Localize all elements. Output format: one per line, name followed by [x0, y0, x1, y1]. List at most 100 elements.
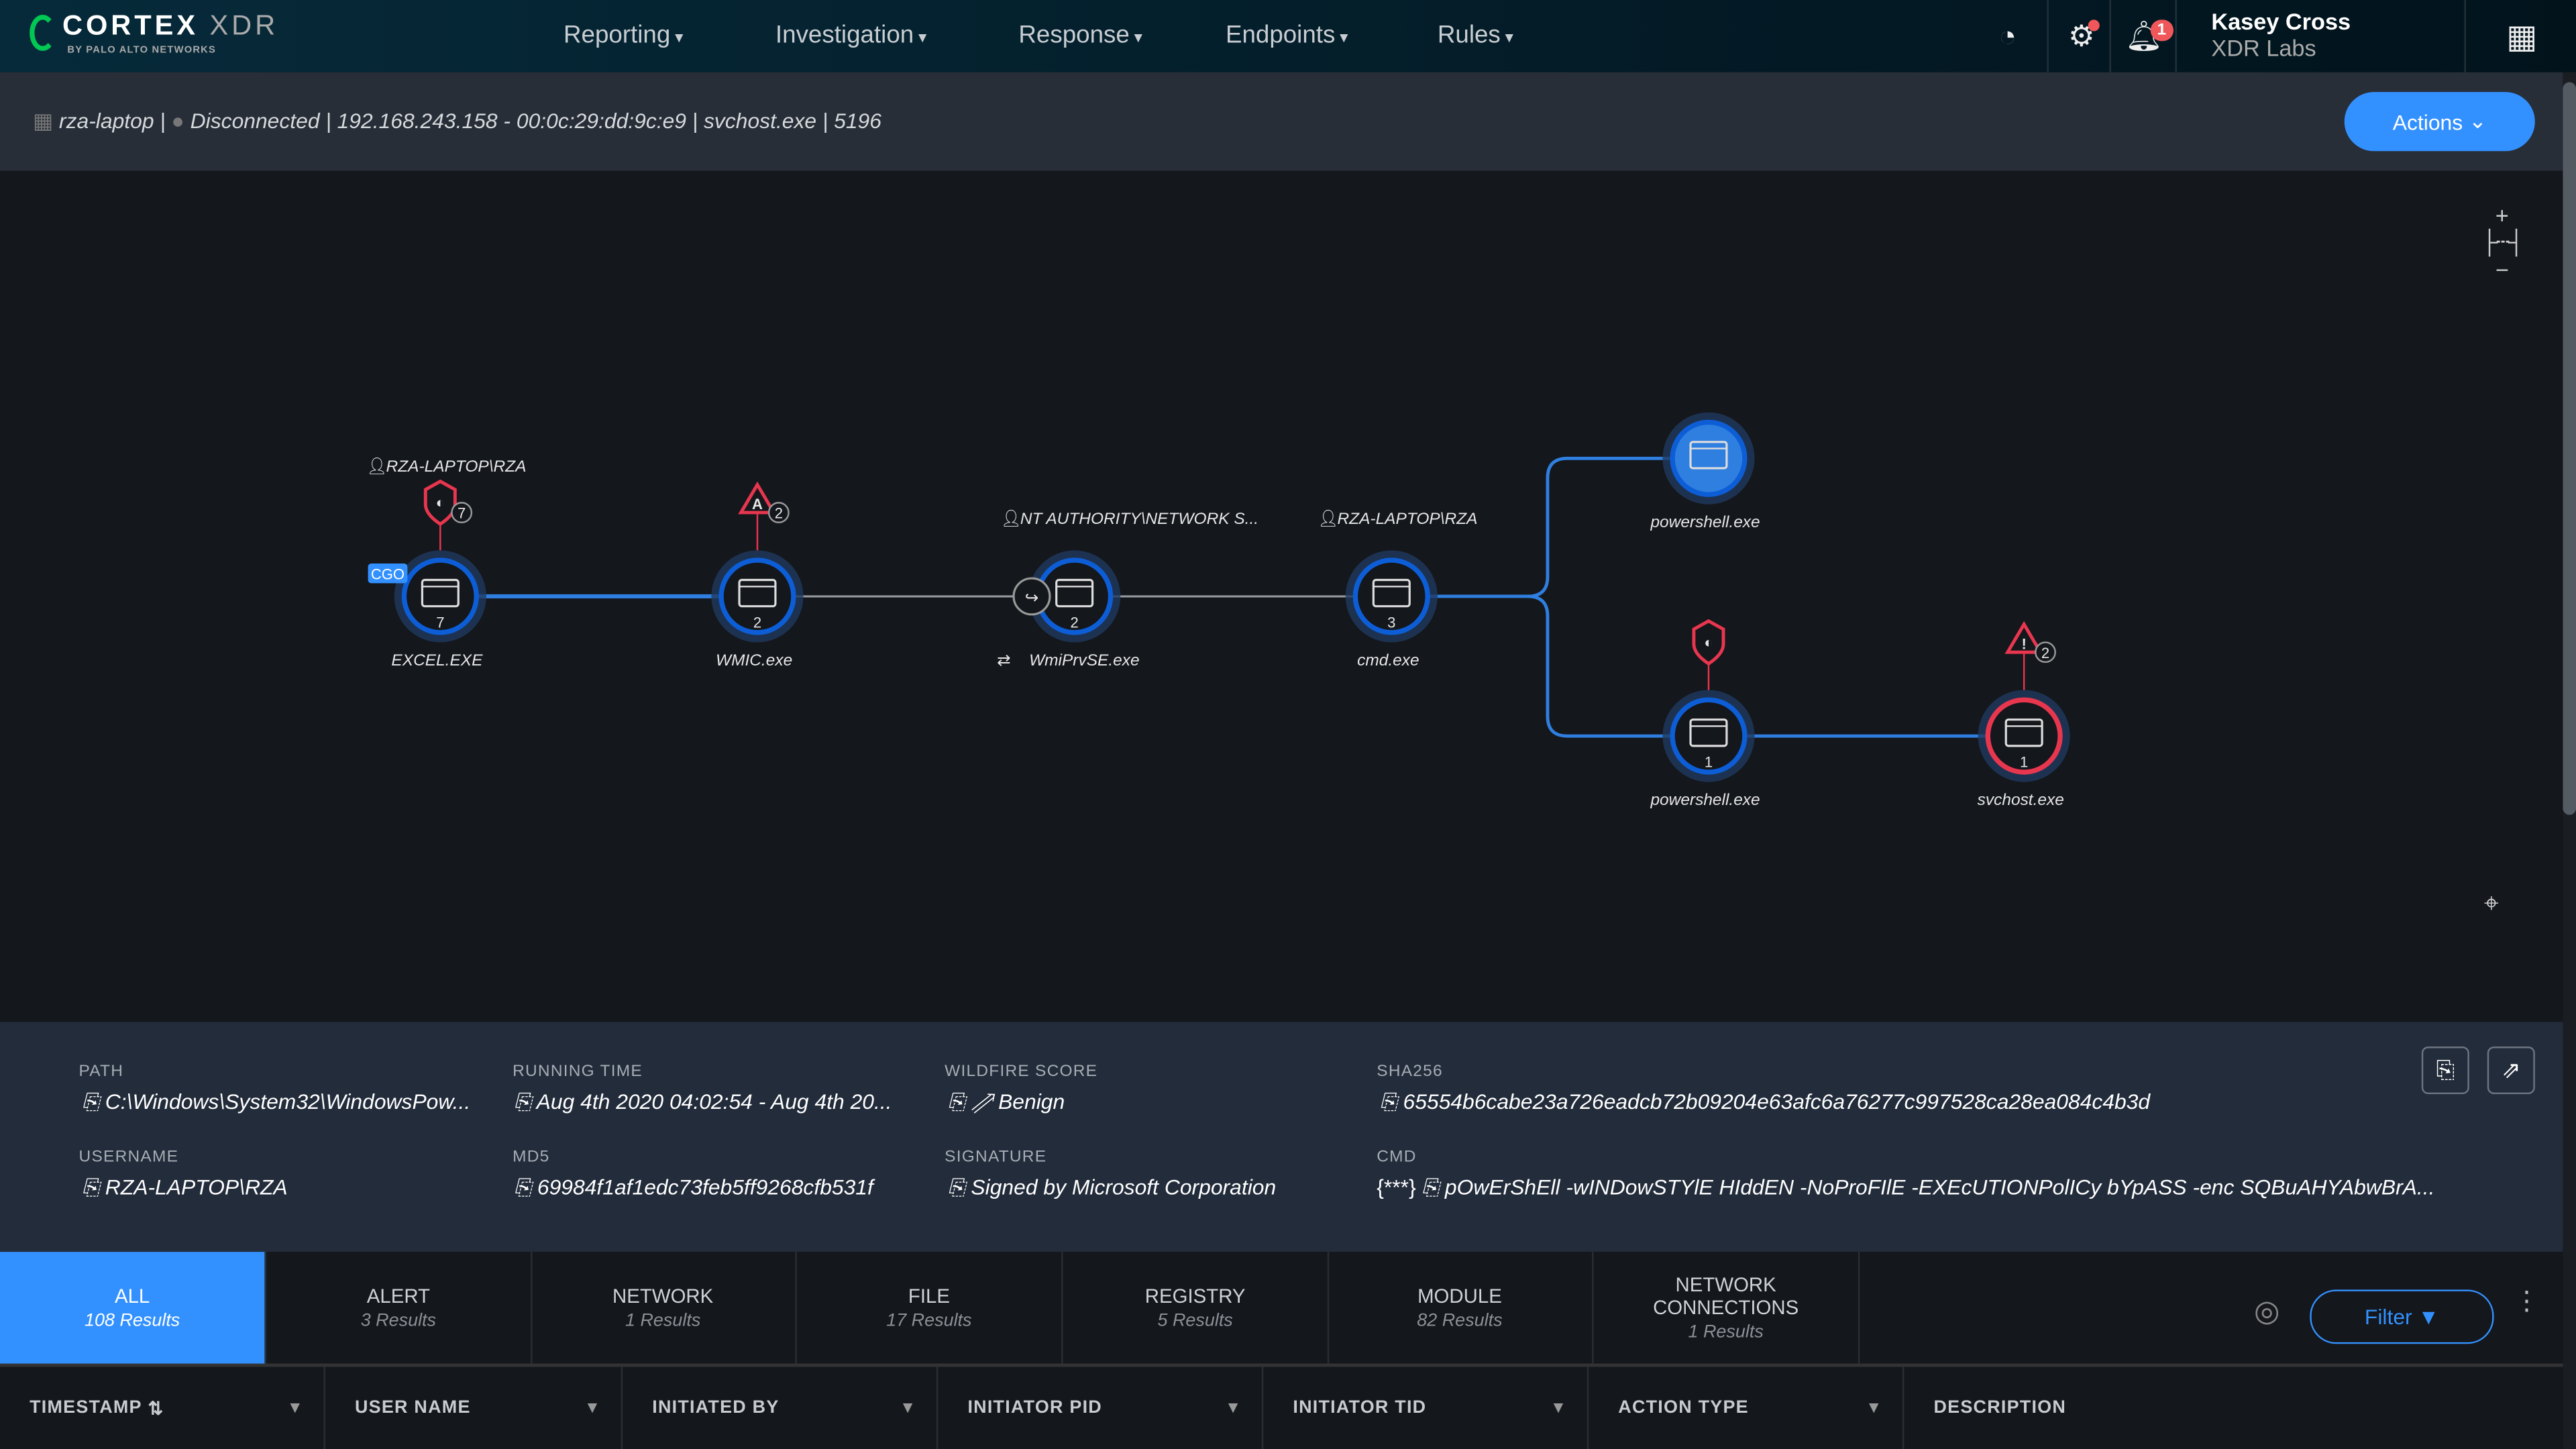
- sha256-value[interactable]: ⎘ 65554b6cabe23a726eadcb72b09204e63afc6a…: [1380, 1089, 2151, 1114]
- column-description[interactable]: DESCRIPTION: [1904, 1367, 2463, 1449]
- injection-icon[interactable]: [1012, 577, 1051, 616]
- nav-endpoints[interactable]: Endpoints: [1226, 21, 1348, 50]
- path-value[interactable]: ⎘ C:\Windows\System32\WindowsPow...: [82, 1089, 471, 1114]
- path-label: PATH: [78, 1063, 124, 1081]
- column-label: USER NAME: [354, 1398, 471, 1418]
- nav-reporting[interactable]: Reporting: [564, 21, 683, 50]
- tab-label: NETWORK: [612, 1285, 714, 1308]
- node-child-count: 1: [1705, 754, 1713, 771]
- settings-gear-icon[interactable]: ⚙: [2047, 0, 2114, 72]
- open-external-button[interactable]: ⇗: [2487, 1046, 2535, 1095]
- node-ring[interactable]: [1670, 697, 1748, 775]
- settings-dot: [2088, 19, 2100, 32]
- node-ring[interactable]: [401, 557, 479, 635]
- filter-icon[interactable]: ▼: [900, 1399, 917, 1417]
- refresh-icon[interactable]: ◎: [2254, 1294, 2280, 1328]
- filter-icon[interactable]: ▼: [1866, 1399, 1883, 1417]
- triangle-alert-icon[interactable]: [2004, 621, 2043, 654]
- zoom-out-icon[interactable]: −: [2495, 256, 2509, 283]
- node-label: WMIC.exe: [716, 651, 792, 669]
- filter-icon[interactable]: ▼: [1224, 1399, 1242, 1417]
- process-node[interactable]: ◐ 7 👤︎RZA-LAPTOP\RZA 7 CGO EXCEL.EXE: [366, 458, 526, 669]
- process-node[interactable]: ◐ 1 powershell.exe: [1650, 619, 1760, 809]
- wildfire-label: WILDFIRE SCORE: [945, 1063, 1098, 1081]
- logo-icon: [30, 15, 56, 51]
- column-timestamp[interactable]: TIMESTAMP ⇅ ▼: [0, 1366, 325, 1449]
- node-ring[interactable]: [1670, 419, 1748, 497]
- copy-details-button[interactable]: ⎘: [2421, 1046, 2469, 1095]
- column-action-type[interactable]: ACTION TYPE ▼: [1589, 1366, 1904, 1449]
- process-node[interactable]: 👤︎RZA-LAPTOP\RZA 3 cmd.exe: [1318, 510, 1477, 669]
- column-label: ACTION TYPE: [1618, 1398, 1749, 1418]
- column-initiator-tid[interactable]: INITIATOR TID ▼: [1263, 1366, 1589, 1449]
- tab-all[interactable]: ALL 108 Results: [0, 1252, 266, 1364]
- page-scrollbar[interactable]: [2563, 72, 2576, 1449]
- nav-response[interactable]: Response: [1018, 21, 1142, 50]
- username-value[interactable]: ⎘ RZA-LAPTOP\RZA: [82, 1175, 288, 1199]
- wildfire-text: Benign: [998, 1089, 1065, 1114]
- node-user: RZA-LAPTOP\RZA: [1337, 510, 1477, 528]
- node-ring[interactable]: [1985, 697, 2063, 775]
- sort-icon[interactable]: ⇅: [148, 1399, 164, 1419]
- sha256-label: SHA256: [1377, 1063, 1443, 1081]
- filter-icon[interactable]: ▼: [286, 1399, 305, 1417]
- tab-module[interactable]: MODULE 82 Results: [1328, 1252, 1594, 1364]
- tab-network[interactable]: NETWORK 1 Results: [531, 1252, 797, 1364]
- column-label: DESCRIPTION: [1933, 1398, 2067, 1418]
- wildfire-value[interactable]: ⎘ ⇗ Benign: [948, 1089, 1065, 1114]
- tab-registry[interactable]: REGISTRY 5 Results: [1063, 1252, 1330, 1364]
- signature-value[interactable]: ⎘ Signed by Microsoft Corporation: [948, 1175, 1277, 1199]
- tab-file[interactable]: FILE 17 Results: [797, 1252, 1063, 1364]
- tab-network-connections[interactable]: NETWORK CONNECTIONS 1 Results: [1594, 1252, 1860, 1364]
- process-node[interactable]: 👤︎NT AUTHORITY\NETWORK S... 2 ↪ ⇄ WmiPrvSE.e…: [997, 510, 1258, 669]
- running-time-text: Aug 4th 2020 04:02:54 - Aug 4th 20...: [536, 1089, 892, 1114]
- cgo-tag[interactable]: [368, 564, 408, 584]
- apps-grid-icon[interactable]: ▦: [2464, 0, 2576, 72]
- node-user: NT AUTHORITY\NETWORK S...: [1020, 510, 1258, 528]
- notifications-bell-icon[interactable]: 🔔︎ 1: [2109, 0, 2177, 72]
- tab-alert[interactable]: ALERT 3 Results: [266, 1252, 533, 1364]
- column-label: INITIATOR PID: [967, 1398, 1102, 1418]
- filter-button[interactable]: Filter ▼: [2310, 1289, 2494, 1344]
- cortex-status-icon[interactable]: ◔: [1998, 19, 2017, 52]
- loop-icon: ⇄: [997, 651, 1011, 669]
- host-name[interactable]: rza-laptop: [58, 108, 154, 133]
- process-pid: 5196: [834, 108, 881, 133]
- filter-icon[interactable]: ▼: [584, 1399, 602, 1417]
- column-initiator-pid[interactable]: INITIATOR PID ▼: [938, 1366, 1264, 1449]
- signature-label: SIGNATURE: [945, 1148, 1047, 1167]
- column-label: TIMESTAMP: [30, 1398, 142, 1418]
- user-menu[interactable]: Kasey Cross XDR Labs: [2211, 8, 2351, 60]
- md5-value[interactable]: ⎘ 69984f1af1edc73feb5ff9268cfb531f: [514, 1175, 873, 1199]
- nav-investigation[interactable]: Investigation: [775, 21, 926, 50]
- cortex-logo[interactable]: CORTEX XDR BY PALO ALTO NETWORKS: [30, 11, 309, 64]
- column-initiated-by[interactable]: INITIATED BY ▼: [623, 1366, 938, 1449]
- node-ring[interactable]: [718, 557, 796, 635]
- node-label: cmd.exe: [1357, 651, 1419, 669]
- process-node[interactable]: powershell.exe: [1650, 412, 1760, 531]
- tab-count: 5 Results: [1157, 1311, 1233, 1331]
- actions-button[interactable]: Actions ⌄: [2344, 92, 2535, 152]
- running-time-value[interactable]: ⎘ Aug 4th 2020 04:02:54 - Aug 4th 20...: [514, 1089, 892, 1114]
- node-ring[interactable]: [1352, 557, 1430, 635]
- process-node[interactable]: ! 2 1 svchost.exe: [1978, 621, 2070, 809]
- triangle-alert-icon[interactable]: [738, 481, 777, 515]
- tab-label: FILE: [908, 1285, 950, 1308]
- more-options-icon[interactable]: ⋮: [2513, 1288, 2540, 1316]
- zoom-reset-icon[interactable]: ├┄┤: [2481, 228, 2524, 255]
- shield-alert-icon[interactable]: [1692, 619, 1725, 666]
- recenter-icon[interactable]: ⌖: [2483, 890, 2499, 918]
- cmd-value[interactable]: {***} ⎘ pOwErShEll -wINDowSTYlE HIddEN -…: [1377, 1175, 2435, 1199]
- tab-label: REGISTRY: [1144, 1285, 1246, 1308]
- filter-icon[interactable]: ▼: [1550, 1399, 1568, 1417]
- column-user-name[interactable]: USER NAME ▼: [325, 1366, 623, 1449]
- md5-label: MD5: [513, 1148, 550, 1167]
- alert-count-badge: [2035, 641, 2056, 663]
- context-bar: ▦ rza-laptop | ● Disconnected | 192.168.…: [0, 72, 2563, 171]
- expand-cmd-icon[interactable]: {***}: [1377, 1175, 1416, 1199]
- nav-rules[interactable]: Rules: [1438, 21, 1513, 50]
- causality-graph[interactable]: ◐ 7 👤︎ RZA-LAPTOP\RZA 7 CGO EXCEL.EXE A 2 2 WMIC.e…: [0, 170, 2563, 1022]
- zoom-in-icon[interactable]: +: [2495, 202, 2509, 229]
